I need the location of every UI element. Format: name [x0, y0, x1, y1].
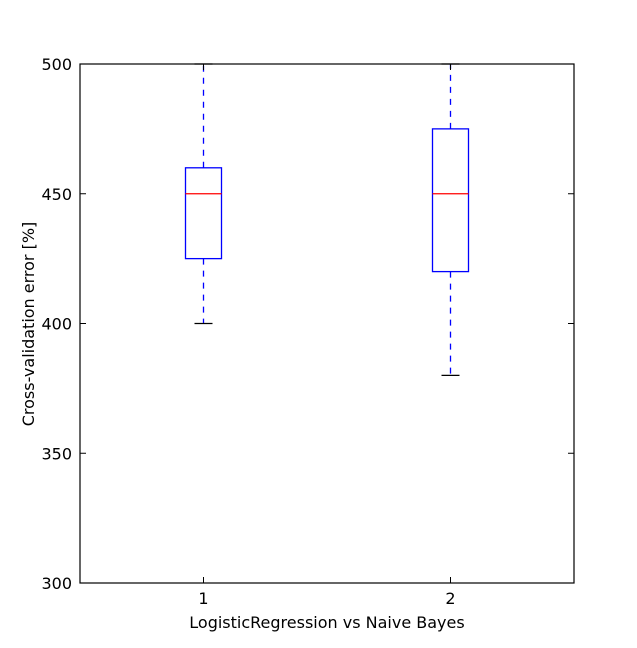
- plot-area: 300 350 400 450 500 1 2: [41, 55, 575, 608]
- axes-frame: [79, 63, 575, 584]
- y-tick-label: 400: [41, 315, 72, 334]
- y-tick-label: 300: [41, 574, 72, 593]
- y-tick-label: 500: [41, 55, 72, 74]
- y-axis-label: Cross-validation error [%]: [19, 222, 38, 427]
- x-tick-label: 2: [445, 589, 455, 608]
- x-axis-label: LogisticRegression vs Naive Bayes: [189, 613, 464, 632]
- y-tick-label: 450: [41, 185, 72, 204]
- y-tick-label: 350: [41, 444, 72, 463]
- box-2: [431, 128, 470, 273]
- box-1: [184, 167, 223, 260]
- x-tick-label: 1: [198, 589, 208, 608]
